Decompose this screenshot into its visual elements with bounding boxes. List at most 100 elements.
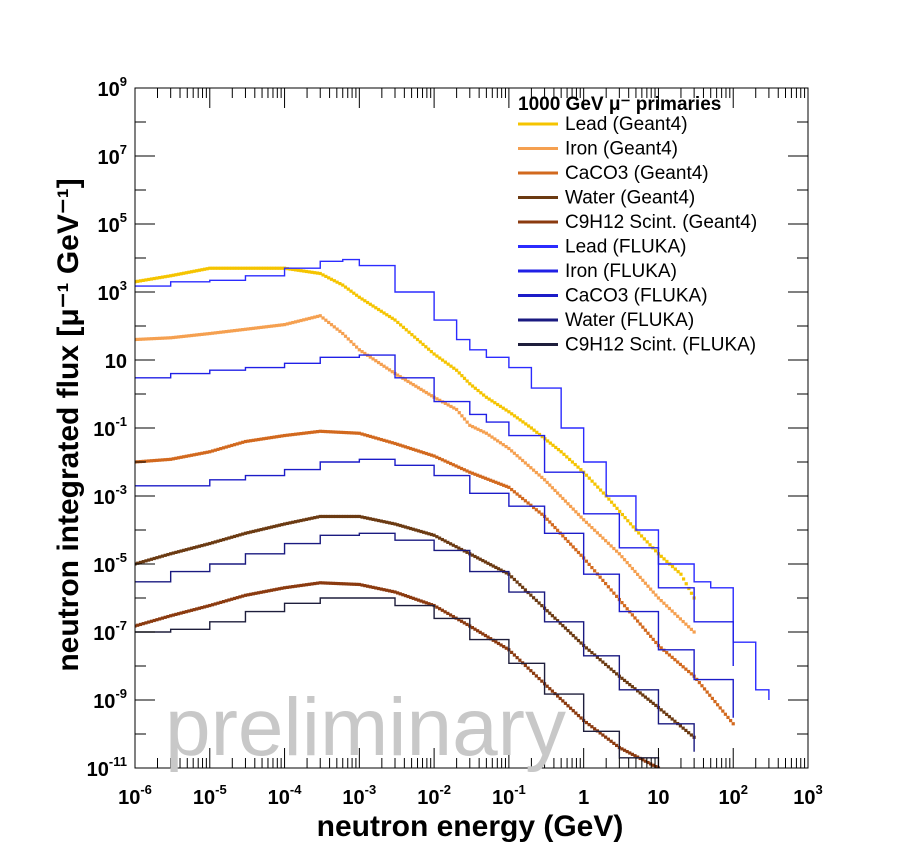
series-point [396,523,400,527]
series-point [448,542,453,546]
series-point [174,612,178,617]
series-point [374,586,378,590]
series-point [403,594,408,598]
series-point [631,525,635,529]
series-point [515,656,519,660]
series-point [213,448,217,452]
series-point [687,625,691,629]
series-point [368,302,372,306]
series-point [571,545,575,549]
x-tick-label: 10-5 [193,782,227,809]
series-point [318,271,322,276]
series-point [246,593,250,597]
series-point [321,581,325,585]
series-point [692,630,696,634]
series-point [155,556,159,560]
series-point [147,337,151,341]
series-point [409,595,413,600]
series-point [584,646,589,650]
series-point [545,480,549,485]
series-point [563,537,568,541]
series-point [470,625,474,630]
series-point [643,695,648,699]
series-point [192,269,196,273]
series-point [665,559,669,564]
legend-entry: Water (Geant4) [565,188,695,209]
series-point [643,628,648,632]
series-point [321,514,325,519]
series-point [200,605,204,610]
series-point [566,629,570,633]
series-point [174,273,178,277]
series-point [638,622,642,626]
series-point [329,581,333,585]
series-point [643,759,648,763]
series-point [630,752,634,756]
series-point [155,458,159,462]
series-point [267,324,271,329]
series-point [537,473,541,477]
series-point [531,468,536,472]
series-point [299,518,303,523]
series-point [249,592,253,596]
series-point [376,360,381,365]
series-point [246,531,250,535]
series-point [304,583,309,587]
series-point [176,272,181,276]
series-point [315,581,320,585]
series-point [360,432,364,436]
series-point [267,266,271,270]
series-point [491,638,495,642]
series-point [622,678,627,683]
x-tick-label: 102 [718,782,747,809]
series-point [141,622,145,626]
series-point [205,267,209,271]
series-point [174,335,178,339]
series-point [427,532,431,536]
series-point [324,274,328,278]
series-point [241,440,245,444]
series-point [398,443,402,447]
series-point [205,450,209,454]
series-point [553,525,557,530]
series-point [336,581,341,586]
series-point [556,448,561,452]
series-point [582,518,586,522]
series-point [470,471,474,475]
series-point [615,549,619,553]
series-point [136,337,140,341]
series-point [523,588,527,592]
series-point [662,710,666,714]
series-point [566,539,570,543]
series-point [171,613,175,617]
series-point [606,541,610,545]
series-point [598,575,602,579]
series-point [346,287,350,291]
series-point [604,662,608,667]
series-point [227,598,231,602]
series-point [197,544,201,548]
series-point [189,333,194,338]
series-point [443,459,447,463]
series-point [595,531,599,535]
series-point [213,602,217,606]
series-point [282,433,287,438]
series-point [347,431,351,435]
series-point [448,461,453,466]
series-point [349,514,354,519]
series-point [315,314,320,319]
series-point [457,411,461,415]
series-point [518,418,522,422]
series-point [654,765,658,768]
series-point [726,715,730,720]
series-point [219,266,223,270]
series-point [670,717,674,721]
series-point [149,459,154,463]
series-point [523,663,527,668]
series-point [342,514,346,519]
series-point [569,542,573,546]
series-point [438,536,442,540]
series-point [414,597,418,601]
series-point [540,435,544,439]
series-point [171,457,175,461]
